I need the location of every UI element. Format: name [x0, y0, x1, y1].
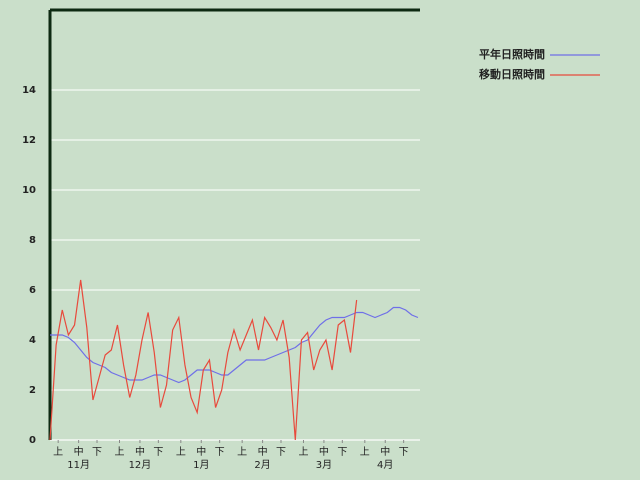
x-tick-label: 中: [380, 445, 390, 458]
x-tick-label: 下: [153, 447, 163, 458]
month-label: 4月: [377, 459, 393, 471]
x-tick-label: 上: [237, 446, 247, 458]
x-tick-label: 中: [319, 445, 329, 458]
x-tick-label: 中: [74, 445, 84, 458]
x-tick-label: 下: [215, 447, 225, 458]
y-tick-label: 4: [29, 335, 36, 346]
x-tick-label: 中: [196, 445, 206, 458]
x-tick-label: 上: [53, 446, 63, 458]
x-tick-label: 下: [337, 447, 347, 458]
x-tick-label: 下: [92, 447, 102, 458]
y-tick-label: 10: [22, 185, 36, 196]
y-tick-label: 8: [29, 235, 36, 246]
x-tick-label: 下: [276, 447, 286, 458]
y-tick-label: 6: [29, 285, 36, 296]
month-label: 2月: [254, 459, 270, 471]
y-tick-label: 12: [22, 135, 36, 146]
x-tick-label: 上: [360, 446, 370, 458]
x-tick-label: 中: [135, 445, 145, 458]
series-line: [49, 279, 358, 441]
legend-label: 平年日照時間: [479, 47, 545, 61]
y-tick-label: 0: [29, 435, 36, 446]
month-label: 11月: [67, 459, 90, 471]
x-tick-label: 下: [399, 447, 409, 458]
month-label: 1月: [193, 459, 209, 471]
x-tick-label: 中: [258, 445, 268, 458]
y-tick-label: 14: [22, 85, 36, 96]
x-tick-label: 上: [176, 446, 186, 458]
x-tick-label: 上: [298, 446, 308, 458]
series-line: [50, 306, 419, 384]
y-tick-label: 2: [29, 385, 36, 396]
month-label: 3月: [316, 459, 332, 471]
legend-label: 移動日照時間: [479, 67, 545, 81]
x-tick-label: 上: [115, 446, 125, 458]
month-label: 12月: [129, 459, 152, 471]
